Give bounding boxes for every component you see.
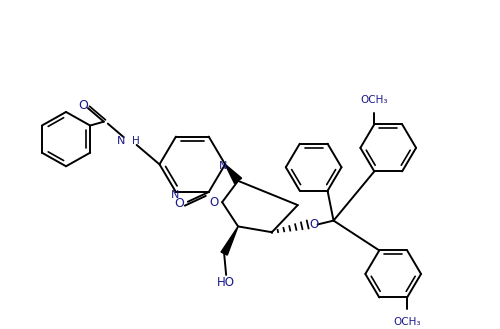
Polygon shape <box>221 226 238 255</box>
Text: O: O <box>174 197 184 210</box>
Text: N: N <box>118 136 126 146</box>
Text: O: O <box>78 99 88 112</box>
Text: HO: HO <box>217 276 235 289</box>
Text: OCH₃: OCH₃ <box>360 95 388 105</box>
Polygon shape <box>225 164 242 184</box>
Text: H: H <box>132 136 140 146</box>
Text: OCH₃: OCH₃ <box>394 317 421 327</box>
Text: O: O <box>309 218 318 231</box>
Text: N: N <box>170 190 179 200</box>
Text: N: N <box>219 161 228 171</box>
Text: O: O <box>210 196 219 209</box>
